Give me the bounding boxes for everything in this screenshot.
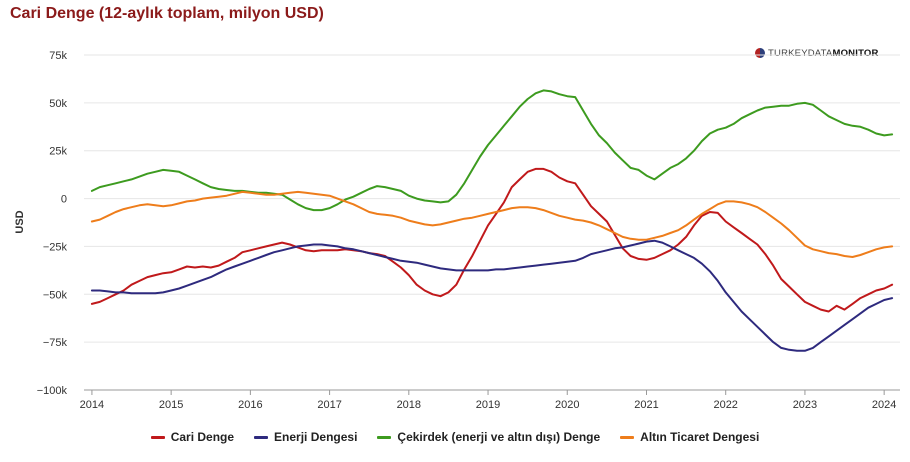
turkeydatamonitor-logo-icon: [755, 48, 765, 58]
legend-item[interactable]: Cari Denge: [150, 430, 235, 444]
y-tick-label: −25k: [43, 241, 68, 253]
chart-title: Cari Denge (12-aylık toplam, milyon USD): [10, 5, 324, 22]
series-line-3[interactable]: [90, 89, 894, 212]
axes: 75k 50k 25k 0 −25k −50k −75k −100k 2014 2015 2016 2…: [37, 50, 900, 411]
x-tick-label: 2016: [238, 399, 262, 411]
chart-legend[interactable]: Cari Denge Enerji Dengesi Çekirdek (enerji…: [0, 428, 910, 446]
series-line-1[interactable]: [90, 167, 894, 313]
legend-swatch: [150, 435, 165, 439]
x-tick-label: 2024: [872, 399, 896, 411]
legend-label: Enerji Dengesi: [274, 430, 358, 444]
legend-swatch: [254, 435, 269, 439]
legend-item[interactable]: Altın Ticaret Dengesi: [620, 430, 759, 444]
series-line-2[interactable]: [90, 239, 894, 352]
brand-watermark: TURKEY DATA MONITOR: [755, 46, 879, 60]
legend-item[interactable]: Çekirdek (enerji ve altın dışı) Denge: [377, 430, 600, 444]
brand-part-3: MONITOR: [832, 47, 879, 59]
legend-item[interactable]: Enerji Dengesi: [254, 430, 357, 444]
brand-part-2: DATA: [807, 47, 833, 59]
y-tick-label: −100k: [37, 385, 68, 397]
y-tick-label: 75k: [49, 50, 67, 62]
x-tick-label: 2017: [317, 399, 341, 411]
x-tick-label: 2022: [713, 399, 737, 411]
x-tick-label: 2021: [634, 399, 658, 411]
y-tick-label: 50k: [49, 98, 67, 110]
legend-label: Çekirdek (enerji ve altın dışı) Denge: [397, 430, 601, 444]
series-line-4[interactable]: [90, 190, 894, 258]
legend-label: Cari Denge: [170, 430, 235, 444]
brand-part-1: TURKEY: [768, 47, 808, 59]
y-tick-label: 25k: [49, 146, 67, 158]
y-tick-label: −50k: [43, 289, 68, 301]
y-tick-label: −75k: [43, 337, 68, 349]
x-tick-label: 2018: [397, 399, 421, 411]
x-tick-label: 2023: [793, 399, 817, 411]
x-tick-label: 2020: [555, 399, 579, 411]
legend-swatch: [620, 435, 635, 439]
y-axis-label: USD: [14, 210, 26, 233]
line-chart: 75k 50k 25k 0 −25k −50k −75k −100k 2014 2015 2016 2…: [14, 50, 900, 411]
y-tick-label: 0: [61, 194, 67, 206]
series-lines[interactable]: [90, 89, 894, 352]
x-tick-label: 2014: [80, 399, 104, 411]
x-tick-label: 2015: [159, 399, 183, 411]
legend-swatch: [377, 435, 392, 439]
x-tick-label: 2019: [476, 399, 500, 411]
legend-label: Altın Ticaret Dengesi: [640, 430, 760, 444]
